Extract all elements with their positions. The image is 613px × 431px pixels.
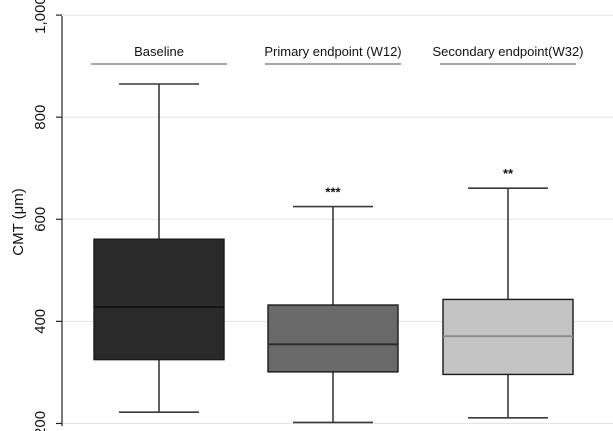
significance-marker: ** xyxy=(503,166,514,181)
y-tick-label-1000: 1,000 xyxy=(32,0,49,34)
chart-labels: Baseline *** Primary endpoint (W12) ** Secon… xyxy=(91,44,584,200)
box-series xyxy=(93,83,574,424)
iqr-box xyxy=(93,238,225,361)
box-group-2 xyxy=(267,205,399,424)
iqr-box xyxy=(267,304,399,373)
y-axis-label: CMT (μm) xyxy=(10,188,27,256)
box-group-3 xyxy=(442,187,574,419)
y-tick-label-600: 600 xyxy=(32,207,49,232)
y-axis: 200 400 600 800 1,000 xyxy=(32,0,63,431)
y-tick-label-800: 800 xyxy=(32,105,49,130)
box-group-1 xyxy=(93,83,225,414)
y-tick-label-400: 400 xyxy=(32,309,49,334)
group-title-3: Secondary endpoint(W32) xyxy=(432,44,583,59)
group-title-1: Baseline xyxy=(134,44,184,59)
y-tick-label-200: 200 xyxy=(32,411,49,431)
group-title-2: Primary endpoint (W12) xyxy=(264,44,401,59)
significance-marker: *** xyxy=(325,185,341,200)
